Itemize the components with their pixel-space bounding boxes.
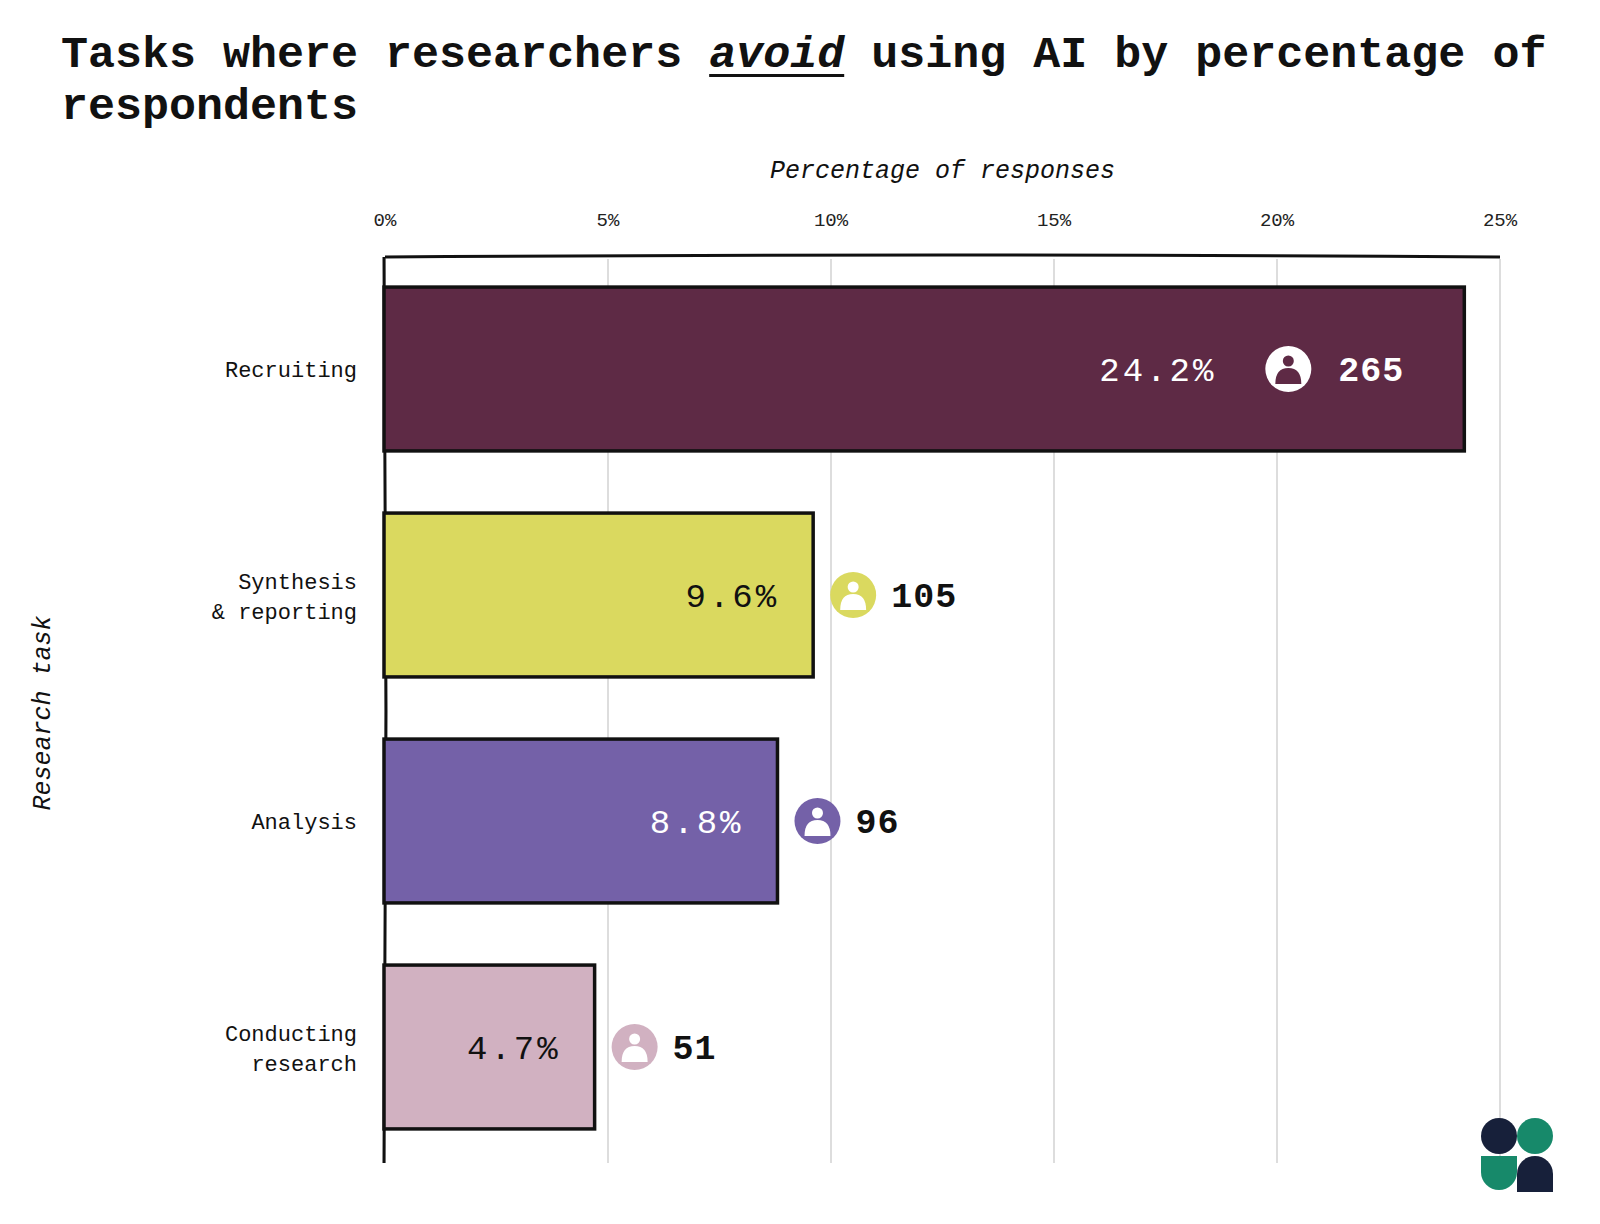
- top-axis-line: [385, 255, 1500, 257]
- count-label: 265: [1338, 352, 1404, 392]
- tick-label: 0%: [374, 210, 397, 232]
- category-label-line: Conducting: [225, 1023, 357, 1048]
- icon-head: [629, 1034, 640, 1045]
- category-label-line: Analysis: [251, 811, 357, 836]
- count-label: 105: [891, 578, 957, 618]
- icon-circle: [794, 798, 840, 844]
- data-label: 4.7%: [467, 1031, 561, 1069]
- chart-title: Tasks where researchers avoid using AI b…: [61, 30, 1561, 134]
- tick-label: 25%: [1483, 210, 1518, 232]
- bar: [384, 513, 813, 677]
- person-icon: [830, 572, 876, 618]
- logo-shape: [1517, 1156, 1553, 1192]
- category-label-line: Synthesis: [238, 571, 357, 596]
- icon-head: [848, 582, 859, 593]
- category-label-line: Recruiting: [225, 359, 357, 384]
- person-icon: [612, 1024, 658, 1070]
- category-label: Recruiting: [225, 359, 357, 384]
- data-label: 24.2%: [1099, 353, 1216, 391]
- bars: [384, 287, 1464, 1129]
- category-label: Analysis: [251, 811, 357, 836]
- icon-body: [1275, 368, 1301, 384]
- tick-label: 5%: [597, 210, 620, 232]
- labels: Recruiting 24.2% 265 Synthesis & reporting 9.…: [212, 346, 1405, 1078]
- icon-head: [812, 808, 823, 819]
- category-label-line: research: [251, 1053, 357, 1078]
- bar: [384, 965, 595, 1129]
- tick-label: 20%: [1260, 210, 1295, 232]
- data-label: 9.6%: [686, 579, 780, 617]
- icon-circle: [1265, 346, 1311, 392]
- tick-label: 10%: [814, 210, 849, 232]
- count-label: 51: [673, 1030, 717, 1070]
- chart: Percentage of responses Research task 0% 5%…: [0, 0, 1600, 1224]
- icon-body: [840, 594, 866, 610]
- icon-circle: [830, 572, 876, 618]
- category-label: Synthesis & reporting: [212, 571, 357, 626]
- logo-dot: [1517, 1118, 1553, 1154]
- grid-line: [1499, 259, 1501, 1163]
- logo-dot: [1481, 1118, 1517, 1154]
- count-label: 96: [855, 804, 899, 844]
- bar: [384, 287, 1464, 451]
- category-label: Conducting research: [225, 1023, 357, 1078]
- tick-label: 15%: [1037, 210, 1072, 232]
- icon-body: [804, 820, 830, 836]
- logo: [1481, 1118, 1553, 1192]
- icon-circle: [612, 1024, 658, 1070]
- person-icon: [794, 798, 840, 844]
- icon-body: [622, 1046, 648, 1062]
- icon-head: [1283, 356, 1294, 367]
- bar: [384, 739, 777, 903]
- y-axis-label: Research task: [29, 615, 58, 810]
- logo-shape: [1481, 1156, 1517, 1190]
- x-axis-label: Percentage of responses: [770, 157, 1115, 186]
- person-icon: [1265, 346, 1311, 392]
- category-label-line: & reporting: [212, 601, 357, 626]
- data-label: 8.8%: [650, 805, 744, 843]
